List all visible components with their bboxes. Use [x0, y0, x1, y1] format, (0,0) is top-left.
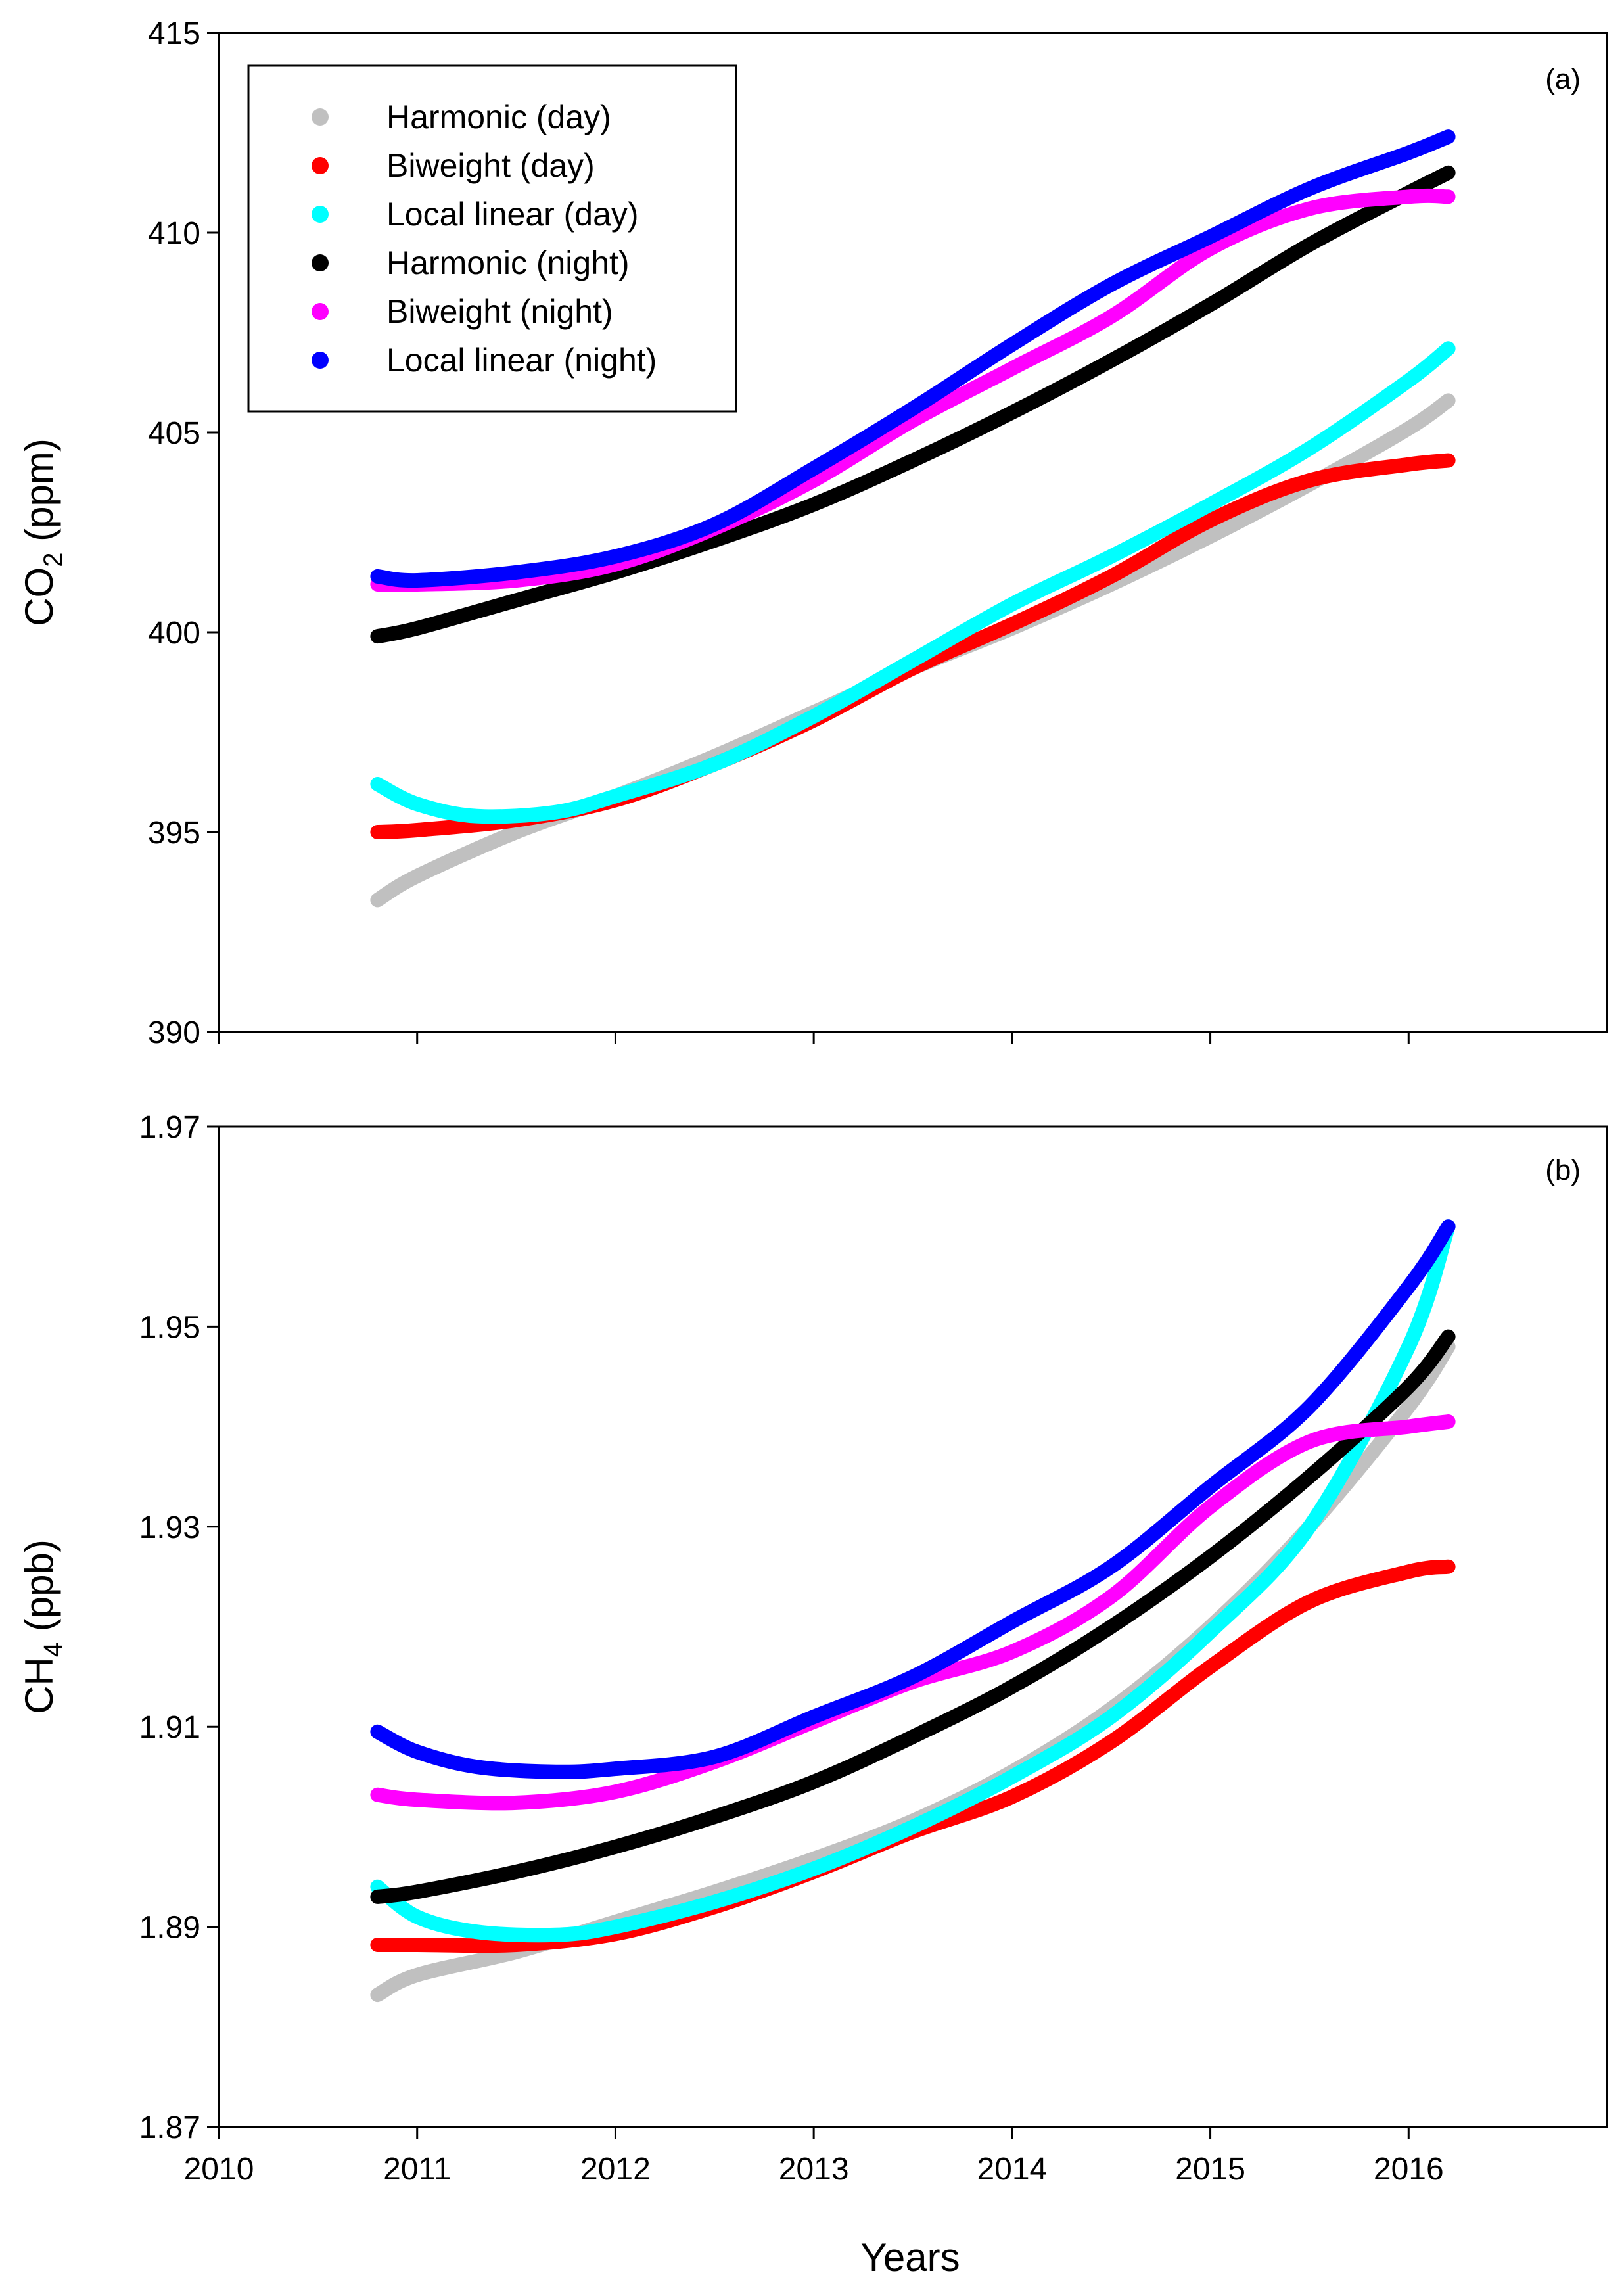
panel-b-x-ticks — [218, 2127, 1410, 2139]
legend-item-harmonic-day: Harmonic (day) — [312, 99, 611, 135]
legend-label-harmonic-night: Harmonic (night) — [386, 245, 630, 281]
panel-a-y-tick-label: 410 — [148, 216, 200, 251]
panel-b-y-ticks: 1.87 1.89 1.91 1.93 1.95 1.97 — [139, 1110, 219, 2145]
x-tick-label: 2012 — [580, 2152, 651, 2187]
panel-a-y-title-unit: (ppm) — [17, 438, 61, 552]
panel-a-co2: 390 395 400 405 410 415 (a) CO2 (ppm) Harmoni… — [17, 16, 1608, 1050]
panel-a-series-layer — [370, 129, 1456, 908]
panel-a-y-tick-label: 395 — [148, 816, 200, 851]
panel-b-y-title-main: CH — [17, 1657, 61, 1714]
panel-a-x-ticks — [218, 1032, 1410, 1044]
legend-marker-local-linear-night — [312, 352, 329, 369]
panel-b-series-layer — [370, 1219, 1456, 2003]
panel-a-series-local-linear-night — [370, 129, 1456, 588]
panel-b-y-tick-label: 1.95 — [139, 1310, 200, 1345]
panel-b-y-axis-title: CH4 (ppb) — [17, 1539, 68, 1714]
panel-b-y-tick-label: 1.91 — [139, 1710, 200, 1745]
legend: Harmonic (day) Biweight (day) Local line… — [247, 64, 737, 413]
x-tick-label: 2015 — [1175, 2152, 1245, 2187]
panel-b-frame — [218, 1125, 1608, 2128]
legend-label-biweight-day: Biweight (day) — [386, 147, 595, 184]
x-tick-label: 2016 — [1374, 2152, 1444, 2187]
legend-label-local-linear-night: Local linear (night) — [386, 342, 657, 379]
legend-item-biweight-day: Biweight (day) — [312, 147, 595, 184]
legend-marker-biweight-day — [312, 157, 329, 174]
legend-label-local-linear-day: Local linear (day) — [386, 196, 639, 233]
panel-a-y-tick-label: 400 — [148, 616, 200, 651]
panel-a-y-tick-label: 390 — [148, 1015, 200, 1050]
legend-box — [247, 64, 737, 413]
panel-a-y-ticks: 390 395 400 405 410 415 — [148, 16, 219, 1050]
legend-label-harmonic-day: Harmonic (day) — [386, 99, 611, 135]
legend-marker-biweight-night — [312, 303, 329, 320]
legend-marker-harmonic-day — [312, 108, 329, 126]
x-tick-label: 2010 — [184, 2152, 254, 2187]
legend-item-local-linear-day: Local linear (day) — [312, 196, 639, 233]
panel-b-label: (b) — [1545, 1154, 1581, 1186]
x-axis-tick-labels: 2010 2011 2012 2013 2014 2015 2016 — [184, 2152, 1444, 2187]
panel-a-y-tick-label: 405 — [148, 416, 200, 451]
panel-b-y-tick-label: 1.89 — [139, 1911, 200, 1946]
panel-a-y-axis-title: CO2 (ppm) — [17, 438, 68, 626]
panel-b-series-harmonic-night — [370, 1329, 1456, 1904]
panel-b-y-title-unit: (ppb) — [17, 1539, 61, 1643]
panel-a-series-local-linear-day — [370, 341, 1456, 824]
x-tick-label: 2013 — [779, 2152, 849, 2187]
panel-b-y-tick-label: 1.93 — [139, 1510, 200, 1545]
x-tick-label: 2014 — [977, 2152, 1047, 2187]
panel-b-y-tick-label: 1.87 — [139, 2110, 200, 2145]
legend-marker-local-linear-day — [312, 206, 329, 223]
legend-item-local-linear-night: Local linear (night) — [312, 342, 657, 379]
panel-b-series-local-linear-day — [370, 1219, 1456, 1943]
panel-b-y-title-subscript: 4 — [39, 1643, 68, 1657]
panel-a-label: (a) — [1545, 63, 1581, 95]
x-axis-title: Years — [860, 2235, 960, 2279]
panel-b-ch4: 1.87 1.89 1.91 1.93 1.95 1.97 (b) CH4 (ppb) — [17, 1110, 1608, 2145]
panel-a-y-tick-label: 415 — [148, 16, 200, 51]
panel-b-y-tick-label: 1.97 — [139, 1110, 200, 1145]
legend-item-biweight-night: Biweight (night) — [312, 293, 613, 330]
legend-label-biweight-night: Biweight (night) — [386, 293, 613, 330]
panel-a-series-biweight-night — [370, 188, 1456, 592]
panel-a-y-title-subscript: 2 — [39, 553, 68, 567]
legend-item-harmonic-night: Harmonic (night) — [312, 245, 630, 281]
panel-a-frame — [218, 32, 1608, 1033]
legend-marker-harmonic-night — [312, 254, 329, 271]
panel-a-series-harmonic-night — [370, 165, 1456, 644]
panel-b-series-local-linear-night — [370, 1219, 1456, 1779]
panel-a-y-title-main: CO — [17, 567, 61, 626]
x-tick-label: 2011 — [383, 2152, 451, 2187]
